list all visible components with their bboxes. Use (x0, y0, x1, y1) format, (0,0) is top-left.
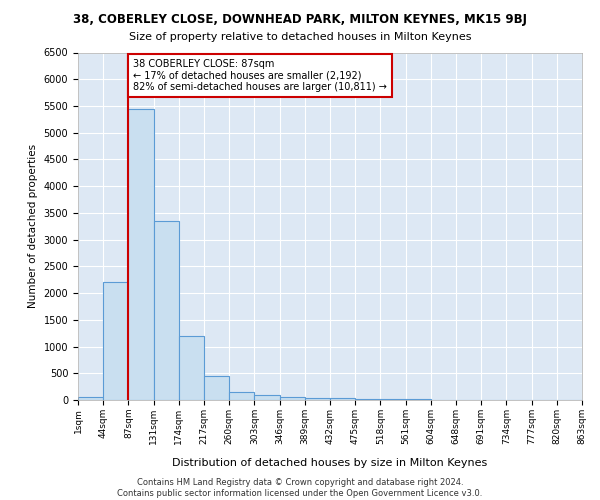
Bar (154, 221, 179, 400)
Bar (229, 392, 254, 400)
Bar (179, 336, 204, 400)
Bar (330, 398, 355, 400)
X-axis label: Distribution of detached houses by size in Milton Keynes: Distribution of detached houses by size … (172, 458, 488, 468)
Text: 38 COBERLEY CLOSE: 87sqm
← 17% of detached houses are smaller (2,192)
82% of sem: 38 COBERLEY CLOSE: 87sqm ← 17% of detach… (133, 59, 387, 92)
Bar (78, 398, 103, 400)
Bar (355, 399, 380, 400)
Text: Size of property relative to detached houses in Milton Keynes: Size of property relative to detached ho… (129, 32, 471, 42)
Bar (128, 108, 154, 400)
Bar (305, 398, 330, 400)
Bar (280, 397, 305, 400)
Text: Contains HM Land Registry data © Crown copyright and database right 2024.
Contai: Contains HM Land Registry data © Crown c… (118, 478, 482, 498)
Bar (204, 376, 229, 400)
Text: 38, COBERLEY CLOSE, DOWNHEAD PARK, MILTON KEYNES, MK15 9BJ: 38, COBERLEY CLOSE, DOWNHEAD PARK, MILTO… (73, 12, 527, 26)
Y-axis label: Number of detached properties: Number of detached properties (28, 144, 38, 308)
Bar (380, 399, 406, 400)
Bar (103, 282, 128, 400)
Bar (254, 395, 280, 400)
